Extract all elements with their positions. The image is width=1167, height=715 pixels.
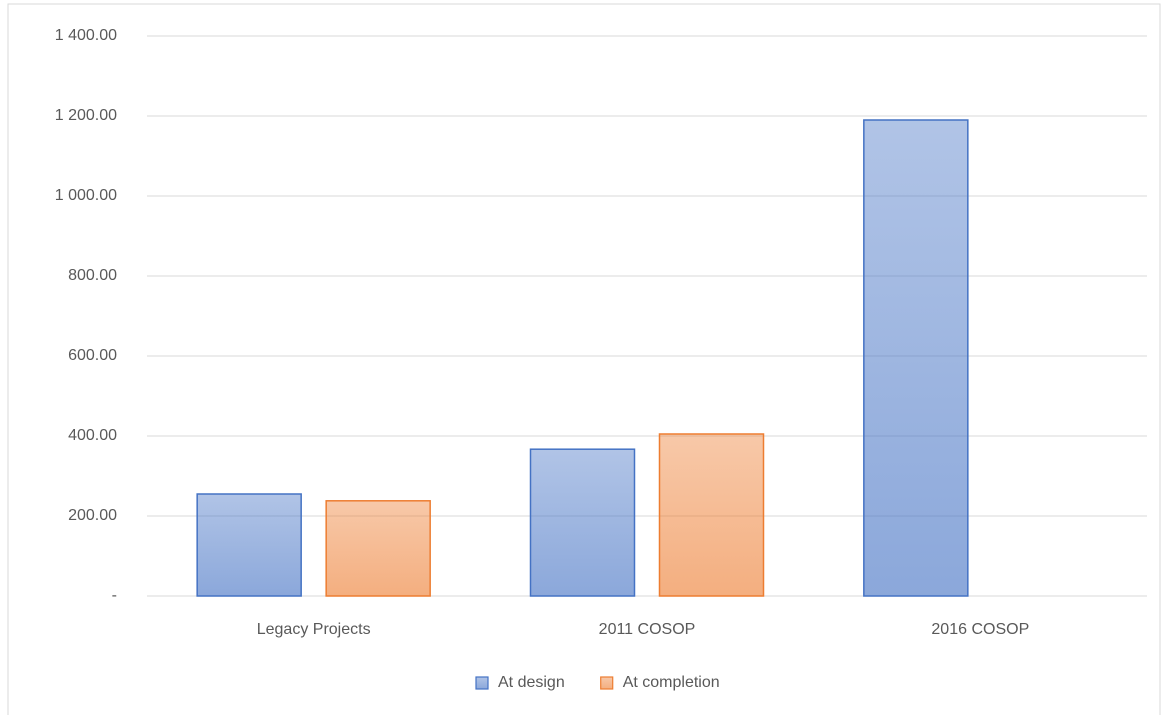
legend-label: At design — [498, 674, 565, 691]
bar — [325, 500, 431, 597]
bar — [196, 493, 302, 597]
y-tick-label: 400.00 — [68, 427, 117, 444]
legend-label: At completion — [623, 674, 720, 691]
bar — [529, 448, 636, 597]
y-tick-label: - — [112, 587, 117, 604]
y-tick-label: 1 400.00 — [55, 27, 117, 44]
legend-swatch — [600, 676, 614, 690]
x-tick-label: 2016 COSOP — [931, 621, 1029, 638]
chart-frame — [7, 3, 1161, 715]
y-tick-label: 800.00 — [68, 267, 117, 284]
x-tick-label: 2011 COSOP — [599, 621, 696, 638]
y-tick-label: 200.00 — [68, 507, 117, 524]
bar — [863, 119, 969, 597]
legend-swatch — [475, 676, 489, 690]
bar — [658, 433, 765, 597]
x-tick-label: Legacy Projects — [257, 621, 371, 638]
y-tick-label: 1 200.00 — [55, 107, 117, 124]
y-tick-label: 1 000.00 — [55, 187, 117, 204]
y-tick-label: 600.00 — [68, 347, 117, 364]
